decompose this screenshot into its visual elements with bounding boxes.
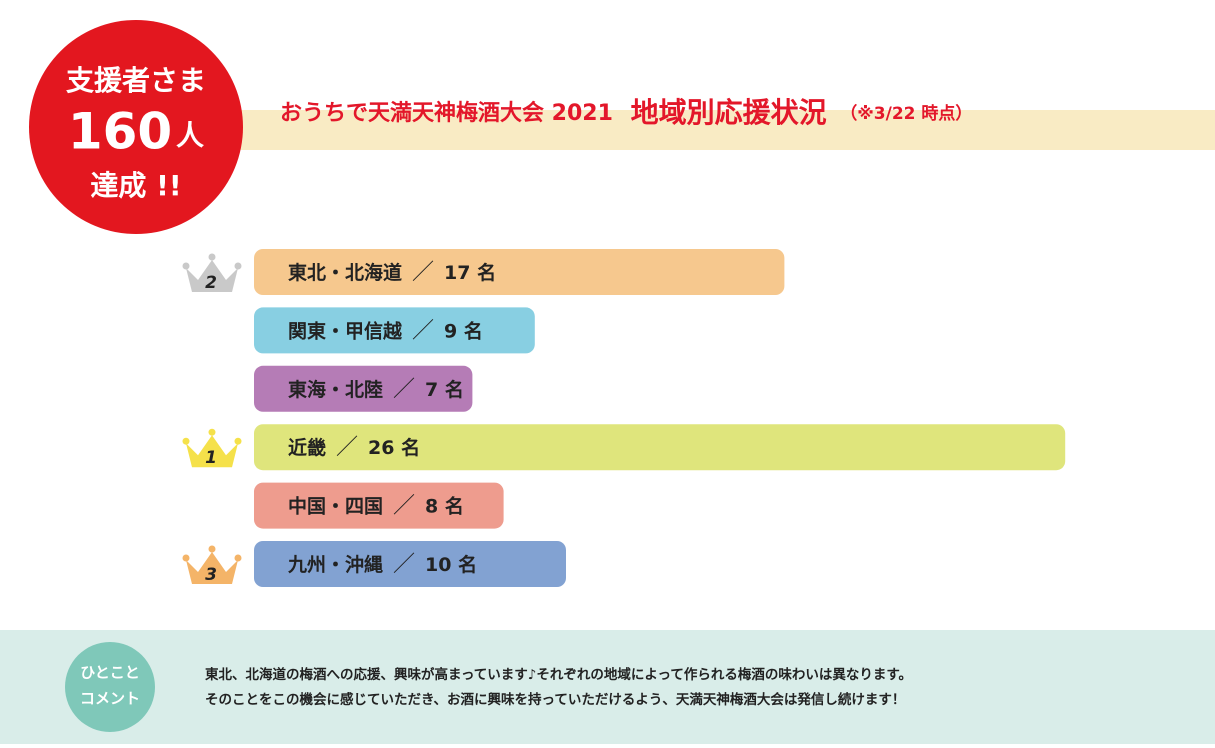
- separator: ／: [412, 260, 434, 285]
- bar: [254, 249, 785, 295]
- title-note: （※3/22 時点）: [840, 103, 972, 124]
- badge-line3: 達成 !!: [90, 169, 181, 202]
- separator: ／: [412, 318, 434, 343]
- crown-jewel: [182, 262, 190, 270]
- category-label: 中国・四国: [288, 494, 383, 517]
- separator: ／: [393, 494, 415, 519]
- comment-area: [0, 630, 1215, 744]
- value-label: 17 名: [444, 261, 496, 284]
- bar: [254, 307, 535, 354]
- rank: 2: [205, 273, 217, 293]
- comment-label: ひとこと: [80, 664, 140, 682]
- badge-unit: 人: [176, 119, 204, 152]
- rank: 1: [205, 448, 217, 468]
- crown-jewel: [208, 253, 216, 261]
- separator: ／: [393, 377, 415, 402]
- value-label: 7 名: [425, 377, 464, 400]
- bar-label: 東海・北陸 ／ 7 名: [288, 377, 464, 402]
- comment-label: コメント: [80, 690, 140, 708]
- separator: ／: [336, 435, 358, 460]
- comment-text: そのことをこの機会に感じていただき、お酒に興味を持っていただけるよう、天満天神梅…: [205, 691, 905, 708]
- category-label: 東北・北海道: [288, 261, 402, 284]
- title: おうちで天満天神梅酒大会 2021 地域別応援状況 （※3/22 時点）: [280, 96, 972, 129]
- crown: [186, 260, 238, 292]
- badge-line1: 支援者さま: [66, 64, 206, 97]
- comment-text: 東北、北海道の梅酒への応援、興味が高まっています♪それぞれの地域によって作られる…: [205, 666, 912, 683]
- category-label: 東海・北陸: [288, 377, 383, 400]
- category-label: 近畿: [288, 436, 326, 459]
- category-label: 関東・甲信越: [288, 319, 403, 342]
- badge-count: 160: [68, 103, 172, 161]
- value-label: 8 名: [425, 494, 464, 517]
- bar-label: 九州・沖縄 ／ 10 名: [287, 552, 477, 577]
- bar-label: 関東・甲信越 ／ 9 名: [288, 318, 483, 343]
- crown: [186, 552, 238, 584]
- bar: [254, 365, 473, 412]
- bar-label: 近畿 ／ 26 名: [288, 435, 420, 460]
- bar: [254, 424, 1066, 471]
- bar-label: 中国・四国 ／ 8 名: [288, 494, 464, 519]
- crown-jewel: [234, 554, 242, 562]
- title-main: おうちで天満天神梅酒大会 2021: [280, 100, 613, 126]
- crown-jewel: [208, 545, 216, 553]
- crown-jewel: [234, 437, 242, 445]
- bar-label: 東北・北海道 ／ 17 名: [288, 260, 496, 285]
- value-label: 9 名: [444, 319, 483, 342]
- separator: ／: [393, 552, 415, 577]
- category-label: 九州・沖縄: [287, 553, 383, 576]
- rank: 3: [205, 565, 217, 585]
- bar: [254, 541, 566, 587]
- crown-jewel: [208, 428, 216, 436]
- title-band: [240, 110, 1215, 150]
- comment-circle: [65, 642, 155, 732]
- value-label: 10 名: [425, 553, 477, 576]
- crown-jewel: [182, 437, 190, 445]
- crown-jewel: [234, 262, 242, 270]
- bar: [254, 482, 504, 529]
- title-sub: 地域別応援状況: [631, 96, 827, 129]
- crown: [186, 435, 238, 468]
- crown-jewel: [182, 554, 190, 562]
- badge: [29, 20, 243, 234]
- value-label: 26 名: [368, 436, 420, 459]
